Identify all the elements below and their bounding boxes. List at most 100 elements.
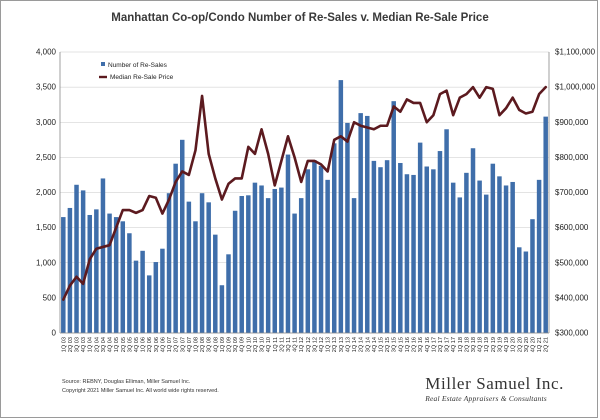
bar-series	[61, 80, 548, 334]
x-tick-label: 3Q 18	[471, 337, 477, 352]
y-right-tick-label: $300,000	[555, 329, 589, 338]
bar	[213, 234, 218, 333]
bar	[365, 115, 370, 334]
bar	[437, 151, 443, 333]
x-tick-label: 2Q 10	[253, 337, 259, 352]
bar	[173, 163, 178, 333]
y-axis-left: 0 500 1,000 1,500 2,000 2,500 3,000 3,500 4,000	[36, 48, 61, 338]
bar	[246, 195, 251, 333]
y-left-tick-label: 500	[43, 293, 57, 302]
x-tick-label: 2Q 17	[438, 337, 444, 352]
bar	[318, 165, 324, 333]
bar	[120, 221, 126, 333]
bar	[67, 207, 73, 333]
x-tick-label: 3Q 19	[497, 337, 503, 352]
bar	[424, 166, 429, 333]
x-tick-label: 4Q 04	[108, 337, 114, 352]
bar	[411, 174, 416, 333]
bar	[338, 80, 344, 333]
bar	[477, 180, 482, 333]
y-left-tick-label: 0	[52, 329, 57, 338]
bar	[378, 167, 383, 333]
x-tick-label: 4Q 05	[134, 337, 140, 352]
bar	[133, 260, 139, 333]
bar	[457, 197, 463, 333]
x-tick-label: 1Q 03	[61, 337, 67, 352]
bar	[127, 233, 132, 333]
bar	[265, 198, 271, 333]
x-tick-label: 3Q 14	[365, 337, 371, 352]
x-tick-label: 2Q 14	[359, 337, 365, 352]
x-tick-label: 4Q 07	[187, 337, 193, 352]
x-tick-label: 1Q 06	[141, 337, 147, 352]
x-tick-label: 1Q 13	[326, 337, 332, 352]
x-tick-label: 2Q 09	[227, 337, 233, 352]
x-tick-label: 4Q 09	[240, 337, 246, 352]
bar	[384, 160, 390, 333]
x-tick-label: 1Q 15	[378, 337, 384, 352]
x-tick-label: 3Q 05	[127, 337, 133, 352]
bar	[536, 179, 542, 333]
legend-swatch-bars	[101, 62, 105, 66]
x-tick-label: 1Q 21	[537, 337, 543, 352]
x-tick-label: 2Q 06	[147, 337, 153, 352]
x-tick-label: 4Q 13	[345, 337, 351, 352]
x-tick-label: 1Q 05	[114, 337, 120, 352]
price-line	[62, 85, 547, 301]
y-left-tick-label: 3,000	[36, 118, 57, 127]
y-right-tick-label: $600,000	[555, 223, 589, 232]
bar	[444, 129, 449, 333]
x-tick-label: 2Q 07	[174, 337, 180, 352]
bar	[391, 101, 396, 333]
bar	[113, 217, 119, 333]
x-tick-label: 2Q 13	[332, 337, 338, 352]
bar	[331, 143, 337, 333]
bar	[140, 250, 145, 333]
x-tick-label: 4Q 20	[530, 337, 536, 352]
brand-name: Miller Samuel Inc.	[425, 374, 564, 393]
gridlines	[60, 51, 549, 334]
bar	[517, 247, 522, 333]
bar	[100, 178, 106, 333]
x-tick-label: 3Q 07	[180, 337, 186, 352]
x-tick-label: 3Q 17	[445, 337, 451, 352]
brand-logo: Miller Samuel Inc. Real Estate Appraiser…	[425, 374, 564, 403]
source-note: Source: REBNY, Douglas Elliman, Miller S…	[62, 379, 191, 385]
y-left-tick-label: 1,500	[36, 223, 57, 232]
bar	[358, 113, 363, 334]
x-tick-label: 3Q 03	[75, 337, 81, 352]
y-left-tick-label: 2,000	[36, 188, 57, 197]
bar	[279, 187, 284, 333]
x-tick-label: 3Q 04	[101, 337, 107, 352]
x-tick-label: 4Q 17	[451, 337, 457, 352]
x-tick-label: 4Q 12	[319, 337, 325, 352]
x-tick-label: 4Q 15	[398, 337, 404, 352]
x-tick-label: 1Q 11	[273, 337, 279, 352]
y-right-tick-label: $1,100,000	[555, 48, 596, 57]
x-tick-label: 4Q 19	[504, 337, 510, 352]
bar	[543, 116, 548, 333]
x-tick-label: 4Q 08	[213, 337, 219, 352]
x-tick-label: 4Q 10	[266, 337, 272, 352]
bar	[285, 154, 291, 333]
bar	[325, 179, 330, 333]
bar	[186, 201, 192, 333]
x-tick-label: 1Q 14	[352, 337, 358, 352]
bar	[345, 122, 350, 333]
bar	[206, 202, 211, 333]
x-tick-label: 4Q 06	[160, 337, 166, 352]
x-tick-label: 1Q 04	[88, 337, 94, 352]
x-tick-label: 2Q 18	[464, 337, 470, 352]
bar	[180, 139, 185, 333]
bar	[232, 210, 238, 333]
bar	[219, 285, 225, 333]
bar	[523, 251, 529, 333]
bar	[530, 219, 535, 333]
bar	[160, 248, 165, 333]
x-tick-label: 4Q 16	[425, 337, 431, 352]
bar	[510, 181, 515, 333]
bar	[80, 190, 86, 333]
y-right-tick-label: $800,000	[555, 153, 589, 162]
y-right-tick-label: $1,000,000	[555, 83, 596, 92]
x-tick-label: 3Q 11	[286, 337, 292, 352]
